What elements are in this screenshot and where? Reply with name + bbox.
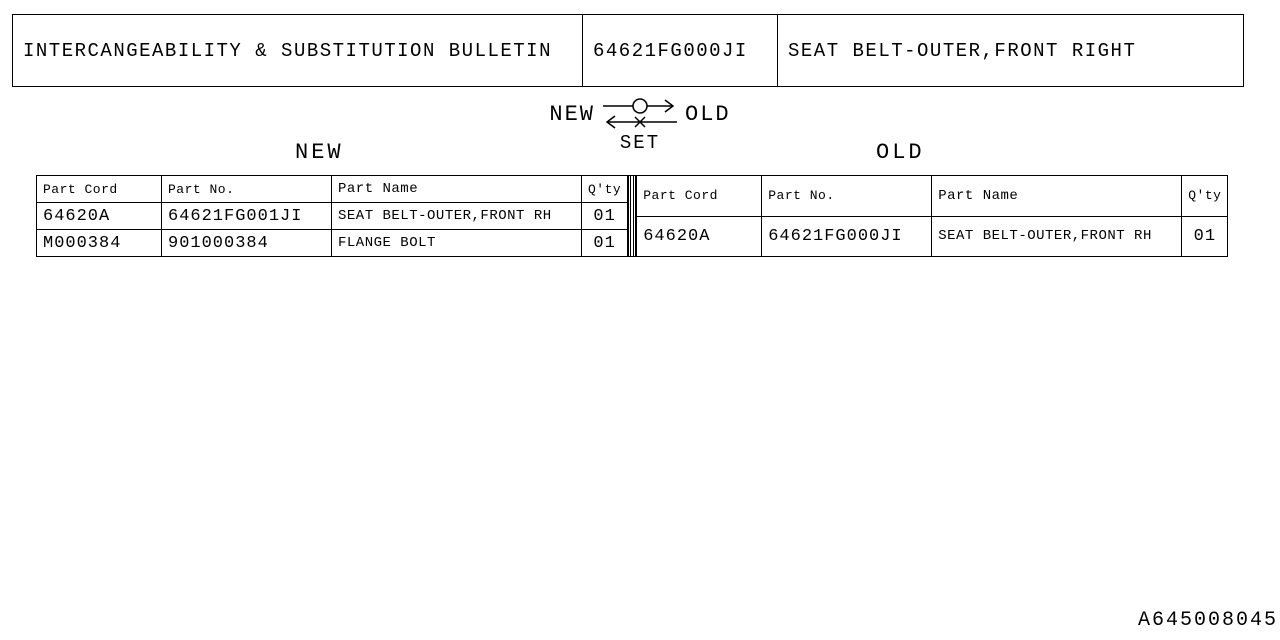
old-parts-table: Part Cord Part No. Part Name Q'ty 64620A… [636,175,1228,257]
cell-part-no: 64621FG001JI [162,203,332,230]
bidirectional-arrow-icon [595,94,685,134]
header-part-no: 64621FG000JI [583,15,778,87]
tables-wrap: Part Cord Part No. Part Name Q'ty 64620A… [36,175,1228,257]
diagram-old-label: OLD [685,102,731,127]
cell-part-no: 64621FG000JI [762,216,932,257]
cell-part-name: SEAT BELT-OUTER,FRONT RH [932,216,1182,257]
cell-part-name: SEAT BELT-OUTER,FRONT RH [332,203,582,230]
table-divider [628,175,636,257]
col-part-no: Part No. [762,176,932,217]
table-row: 64620A 64621FG000JI SEAT BELT-OUTER,FRON… [637,216,1228,257]
col-part-cord: Part Cord [637,176,762,217]
section-new-label: NEW [295,140,344,165]
col-part-cord: Part Cord [37,176,162,203]
cell-qty: 01 [582,203,628,230]
cell-part-name: FLANGE BOLT [332,230,582,257]
table-row: M000384 901000384 FLANGE BOLT 01 [37,230,628,257]
diagram-new-label: NEW [549,102,595,127]
table-header-row: Part Cord Part No. Part Name Q'ty [37,176,628,203]
cell-part-no: 901000384 [162,230,332,257]
header-title: INTERCANGEABILITY & SUBSTITUTION BULLETI… [13,15,583,87]
col-part-name: Part Name [932,176,1182,217]
interchange-diagram: NEW OLD SET [0,94,1280,154]
section-old-label: OLD [876,140,925,165]
table-row: 64620A 64621FG001JI SEAT BELT-OUTER,FRON… [37,203,628,230]
table-header-row: Part Cord Part No. Part Name Q'ty [637,176,1228,217]
new-parts-table: Part Cord Part No. Part Name Q'ty 64620A… [36,175,628,257]
cell-part-cord: 64620A [637,216,762,257]
cell-qty: 01 [1182,216,1228,257]
cell-qty: 01 [582,230,628,257]
header-table: INTERCANGEABILITY & SUBSTITUTION BULLETI… [12,14,1244,87]
diagram-set-label: SET [0,132,1280,154]
header-part-name: SEAT BELT-OUTER,FRONT RIGHT [778,15,1244,87]
col-qty: Q'ty [1182,176,1228,217]
col-qty: Q'ty [582,176,628,203]
col-part-name: Part Name [332,176,582,203]
document-number: A645008045 [1138,609,1278,632]
col-part-no: Part No. [162,176,332,203]
cell-part-cord: M000384 [37,230,162,257]
cell-part-cord: 64620A [37,203,162,230]
